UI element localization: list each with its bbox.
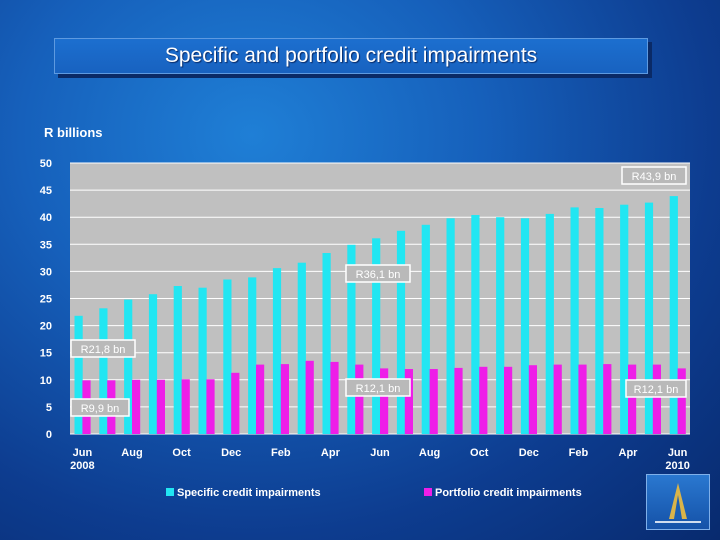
y-tick-label: 30	[40, 266, 52, 278]
annotation-box	[345, 264, 411, 283]
bar-portfolio	[528, 365, 537, 434]
annotation-box	[70, 398, 130, 417]
x-tick-label: Dec	[221, 447, 241, 459]
bar-specific	[248, 277, 257, 434]
bar-portfolio	[256, 364, 265, 434]
bar-specific	[545, 213, 554, 434]
annotation-label: R9,9 bn	[81, 403, 120, 415]
bar-portfolio	[479, 366, 488, 434]
bar-specific	[173, 286, 182, 434]
y-tick-label: 0	[46, 429, 52, 441]
bar-specific	[620, 204, 629, 434]
bar-portfolio	[132, 379, 141, 434]
bar-portfolio	[603, 364, 612, 434]
bar-specific	[148, 294, 158, 434]
bar-specific	[124, 299, 133, 434]
annotation-box	[621, 166, 687, 185]
x-tick-label: Apr	[619, 447, 639, 459]
bar-specific	[396, 230, 406, 435]
bar-portfolio	[677, 368, 686, 434]
bar-specific	[570, 207, 579, 434]
x-tick-label: Jun	[73, 447, 93, 459]
x-tick-sublabel: 2010	[665, 460, 689, 472]
annotation-label: R36,1 bn	[356, 269, 401, 281]
bar-specific	[421, 224, 430, 434]
bar-portfolio	[206, 379, 215, 434]
x-tick-label: Dec	[519, 447, 539, 459]
bar-specific	[520, 218, 530, 434]
bar-specific	[644, 202, 654, 434]
annotation-label: R43,9 bn	[632, 171, 677, 183]
y-tick-label: 15	[40, 348, 52, 360]
bar-portfolio	[404, 369, 413, 434]
bank-emblem-icon	[655, 483, 701, 523]
x-tick-label: Oct	[172, 447, 191, 459]
annotation-label: R12,1 bn	[356, 383, 401, 395]
x-tick-label: Feb	[271, 447, 291, 459]
y-axis-label: R billions	[44, 125, 103, 140]
x-tick-label: Jun	[668, 447, 688, 459]
annotation-box	[625, 379, 687, 398]
logo	[646, 474, 710, 530]
bar-specific	[297, 262, 306, 434]
bar-specific	[322, 253, 331, 434]
bar-portfolio	[156, 379, 165, 434]
annotation-box	[70, 339, 136, 358]
x-tick-label: Aug	[419, 447, 440, 459]
bar-specific	[272, 268, 282, 434]
bar-portfolio	[330, 361, 339, 434]
bar-specific	[198, 287, 207, 434]
legend-swatch	[166, 488, 174, 496]
bar-portfolio	[504, 366, 513, 434]
bar-portfolio	[553, 364, 562, 434]
bar-portfolio	[181, 379, 190, 434]
bar-specific	[74, 315, 83, 434]
legend-label: Specific credit impairments	[177, 487, 321, 499]
bar-specific	[223, 279, 232, 434]
bar-specific	[372, 238, 381, 434]
bar-portfolio	[578, 364, 587, 434]
annotation-label: R21,8 bn	[81, 344, 126, 356]
chart-title: Specific and portfolio credit impairment…	[164, 44, 538, 67]
y-tick-label: 50	[40, 158, 52, 170]
bar-specific	[347, 244, 356, 434]
y-tick-label: 5	[46, 402, 52, 414]
bar-specific	[99, 308, 108, 434]
bar-portfolio	[380, 368, 389, 434]
bar-specific	[496, 217, 505, 434]
bar-portfolio	[429, 369, 438, 434]
x-tick-label: Aug	[121, 447, 142, 459]
y-tick-label: 25	[40, 294, 52, 306]
bar-portfolio	[231, 372, 240, 434]
annotation-box	[345, 378, 411, 397]
bar-portfolio	[280, 364, 289, 434]
bar-specific	[471, 215, 480, 434]
bar-portfolio	[355, 364, 364, 434]
legend-swatch	[424, 488, 432, 496]
y-tick-label: 10	[40, 375, 52, 387]
y-tick-label: 35	[40, 239, 52, 251]
bar-specific	[669, 196, 678, 434]
x-tick-label: Jun	[370, 447, 390, 459]
bar-specific	[595, 208, 604, 434]
x-tick-label: Oct	[470, 447, 489, 459]
title-box: Specific and portfolio credit impairment…	[54, 38, 648, 74]
legend-label: Portfolio credit impairments	[435, 487, 582, 499]
x-tick-label: Feb	[569, 447, 589, 459]
bar-portfolio	[305, 360, 314, 434]
y-tick-label: 45	[40, 185, 52, 197]
bar-portfolio	[628, 364, 637, 434]
bar-specific	[446, 218, 455, 434]
y-tick-label: 20	[40, 321, 52, 333]
x-tick-label: Apr	[321, 447, 341, 459]
x-tick-sublabel: 2008	[70, 460, 94, 472]
y-tick-label: 40	[40, 212, 52, 224]
annotation-label: R12,1 bn	[634, 384, 679, 396]
bar-portfolio	[652, 364, 661, 434]
bar-portfolio	[454, 367, 463, 434]
